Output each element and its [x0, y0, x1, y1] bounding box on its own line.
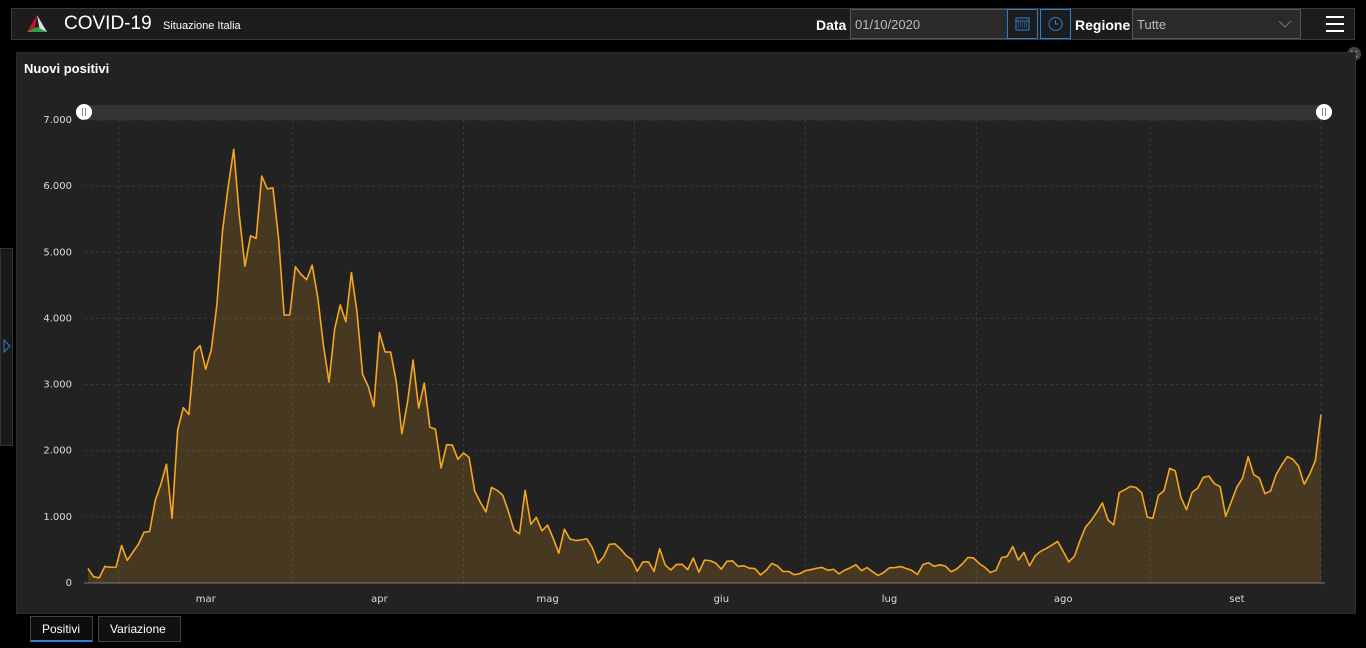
date-input[interactable]: 01/10/2020 [850, 9, 1008, 39]
line [87, 148, 1322, 579]
y-tick-label: 4.000 [43, 313, 72, 324]
calendar-icon [1015, 17, 1030, 31]
x-tick-label: mag [536, 594, 558, 605]
y-tick-label: 2.000 [43, 446, 72, 457]
region-label: Regione [1075, 17, 1131, 33]
x-tick-label: apr [371, 594, 388, 605]
area-fill [88, 149, 1321, 584]
app-title: COVID-19 [64, 13, 152, 34]
chart-panel: Nuovi positivi 0 1.000 2.000 3.000 4.000 5.00… [16, 52, 1356, 614]
slider-handle[interactable] [76, 104, 92, 120]
time-button[interactable] [1040, 9, 1071, 39]
date-label: Data [816, 17, 847, 33]
slider-grip [1322, 108, 1326, 116]
x-tick-label: giu [714, 594, 729, 605]
slider-handle[interactable] [1316, 104, 1332, 120]
menu-button[interactable] [1324, 14, 1346, 34]
logo [27, 15, 47, 32]
y-tick-label: 6.000 [43, 181, 72, 192]
chart-title: Nuovi positivi [24, 61, 110, 76]
header-bar: COVID-19 Situazione Italia Data 01/10/20… [11, 8, 1355, 40]
x-tick-label: ago [1054, 594, 1073, 605]
slider-grip [82, 108, 86, 116]
region-select[interactable]: Tutte [1132, 9, 1301, 39]
y-tick-label: 3.000 [43, 380, 72, 391]
tab[interactable]: Positivi [30, 616, 93, 642]
y-tick-label: 5.000 [43, 247, 72, 258]
chart: 0 1.000 2.000 3.000 4.000 5.000 6.000 7.000 mar a… [43, 104, 1332, 605]
clock-icon [1048, 17, 1063, 31]
calendar-button[interactable] [1007, 9, 1038, 39]
y-tick-label: 0 [66, 578, 72, 589]
range-slider [84, 105, 1324, 120]
tab[interactable]: Variazione [98, 616, 181, 642]
sidebar-toggle[interactable] [0, 248, 13, 446]
y-tick-label: 7.000 [43, 115, 72, 126]
y-tick-label: 1.000 [43, 512, 72, 523]
x-tick-label: mar [196, 594, 217, 605]
x-tick-label: lug [882, 594, 897, 605]
x-tick-label: set [1229, 594, 1244, 605]
dropdown-arrow [1278, 20, 1292, 28]
expand-icon [3, 339, 11, 353]
app-subtitle: Situazione Italia [163, 20, 241, 32]
